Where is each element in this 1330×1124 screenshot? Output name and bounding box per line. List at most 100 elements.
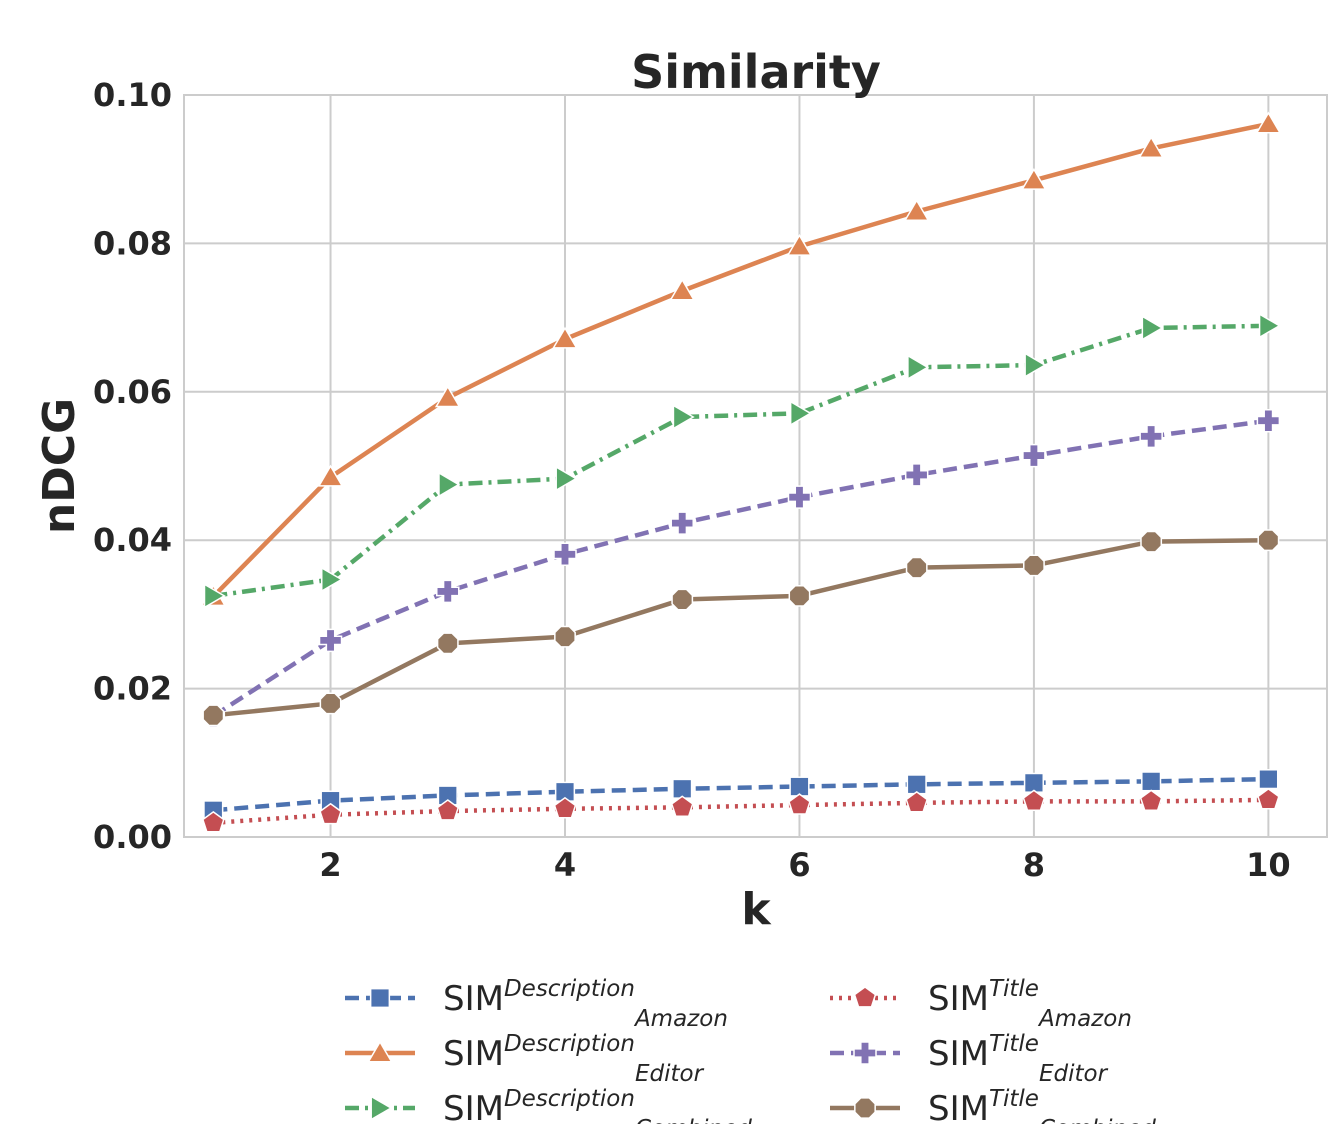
x-tick-label: 8 <box>1023 846 1045 884</box>
data-point <box>907 354 930 381</box>
data-point <box>788 793 811 815</box>
y-tick-label: 0.08 <box>93 224 172 262</box>
legend-label-base: SIM <box>443 1034 504 1074</box>
legend-marker <box>853 1041 877 1065</box>
legend-label-superscript: Title <box>989 1086 1039 1112</box>
series-markers <box>200 111 1282 833</box>
legend-label-base: SIM <box>443 1089 504 1124</box>
legend-label: SIMDescriptionCombined <box>443 1086 752 1124</box>
data-point <box>1139 789 1163 812</box>
data-point <box>1022 789 1046 812</box>
legend-label-subscript: Editor <box>1039 1061 1109 1087</box>
data-point <box>672 778 693 799</box>
data-point <box>320 566 344 593</box>
legend-label: SIMTitleEditor <box>928 1031 1109 1087</box>
data-point <box>436 632 459 655</box>
legend-item: SIMTitleEditor <box>830 1031 1109 1087</box>
data-point <box>436 579 460 604</box>
data-point <box>438 471 461 498</box>
data-point <box>1141 315 1164 341</box>
data-point <box>1138 135 1165 158</box>
x-tick-label: 2 <box>319 846 341 884</box>
chart-title: Similarity <box>631 45 881 99</box>
legend-item: SIMDescription Amazon <box>345 976 728 1032</box>
data-point <box>1139 424 1163 449</box>
legend-label-base: SIM <box>928 1089 989 1124</box>
series-line-2 <box>211 121 1269 599</box>
data-point <box>1141 771 1162 792</box>
legend-label-superscript: Description <box>504 976 635 1002</box>
legend-label: SIMTitle Amazon <box>928 976 1132 1032</box>
data-point <box>319 802 342 825</box>
data-point <box>1140 530 1163 553</box>
data-point <box>436 799 460 821</box>
legend-label-base: SIM <box>928 1034 989 1074</box>
y-tick-label: 0.10 <box>93 76 172 114</box>
y-tick-label: 0.02 <box>93 670 172 708</box>
data-point <box>789 776 810 797</box>
data-point <box>1022 443 1046 468</box>
y-axis-label: nDCG <box>34 398 85 534</box>
legend-label-subscript: Amazon <box>1037 1006 1132 1032</box>
data-point <box>317 464 344 487</box>
data-point <box>905 556 928 579</box>
data-point <box>670 795 694 817</box>
data-point <box>1258 312 1281 339</box>
data-point <box>905 790 929 813</box>
data-point <box>1021 167 1047 190</box>
legend-label-subscript: Amazon <box>633 1006 728 1032</box>
series-line-3 <box>212 323 1269 599</box>
legend-label-base: SIM <box>443 979 504 1019</box>
legend-item: SIMDescriptionCombined <box>345 1086 752 1124</box>
data-point <box>318 628 343 653</box>
x-axis-ticks: 2 4 6 8 10 <box>319 846 1290 884</box>
legend-marker <box>370 1095 393 1121</box>
data-point <box>1255 111 1282 134</box>
legend-marker <box>853 986 877 1008</box>
legend-label-subscript: Combined <box>635 1116 752 1124</box>
data-point <box>319 692 342 715</box>
data-point <box>1024 352 1047 378</box>
data-point <box>672 404 695 430</box>
data-point <box>553 796 577 819</box>
legend-item: SIMTitle Amazon <box>830 976 1132 1032</box>
legend-label-superscript: Title <box>989 1031 1039 1057</box>
y-axis-ticks: 0.00 0.02 0.04 0.06 0.08 0.10 <box>93 76 172 856</box>
legend-item: SIMDescriptionEditor <box>345 1031 705 1087</box>
data-point <box>903 199 930 222</box>
x-axis-label: k <box>741 884 772 935</box>
data-point <box>787 485 812 509</box>
data-point <box>1258 769 1279 790</box>
legend-marker <box>854 1097 876 1119</box>
data-point <box>671 588 694 611</box>
data-point <box>202 704 225 727</box>
data-point <box>201 810 225 833</box>
legend-item: SIMTitleCombined <box>830 1086 1156 1124</box>
legend-label: SIMDescription Amazon <box>443 976 728 1032</box>
data-point <box>1023 772 1045 793</box>
y-tick-label: 0.00 <box>93 818 172 856</box>
legend-label-superscript: Description <box>504 1031 635 1057</box>
legend-label: SIMDescriptionEditor <box>443 1031 705 1087</box>
plot-frame <box>183 94 1328 838</box>
data-point <box>1257 529 1280 552</box>
data-point <box>788 584 811 607</box>
legend-label-base: SIM <box>928 979 989 1019</box>
data-point <box>906 774 927 795</box>
legend: SIMDescriptionAmazon SIMTitleAmazonSIMDes… <box>345 976 1156 1124</box>
data-point <box>1023 554 1045 577</box>
data-point <box>552 326 578 349</box>
data-point <box>904 463 929 487</box>
legend-label-subscript: Combined <box>1039 1116 1156 1124</box>
legend-label: SIMTitleCombined <box>928 1086 1156 1124</box>
legend-label-superscript: Title <box>989 976 1039 1002</box>
x-tick-label: 4 <box>554 846 576 884</box>
legend-label-superscript: Description <box>504 1086 635 1112</box>
data-point <box>786 233 813 256</box>
data-point <box>203 582 226 609</box>
legend-label-subscript: Editor <box>635 1061 705 1087</box>
data-point <box>553 542 577 567</box>
data-point <box>670 511 694 535</box>
